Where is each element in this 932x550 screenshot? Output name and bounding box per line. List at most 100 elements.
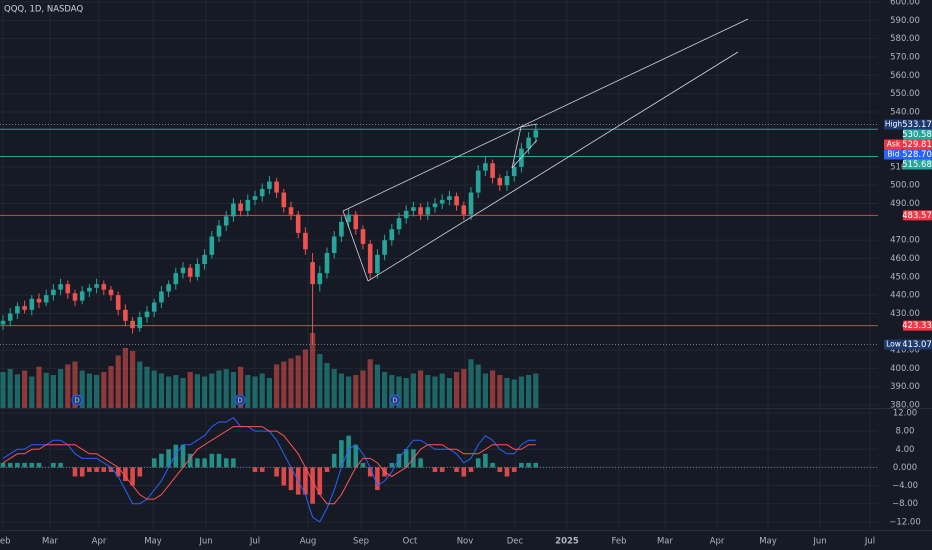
candle-body xyxy=(490,163,495,178)
volume-bar xyxy=(526,375,532,408)
volume-bar xyxy=(0,372,6,408)
macd-histogram-bar xyxy=(367,467,373,477)
candle-body xyxy=(231,203,236,217)
volume-bar xyxy=(461,369,467,408)
candle-body xyxy=(166,284,171,292)
macd-histogram-bar xyxy=(223,458,229,468)
volume-layer xyxy=(0,333,539,408)
candle-body xyxy=(252,196,258,200)
macd-histogram-bar xyxy=(310,467,315,504)
macd-histogram-bar xyxy=(130,467,135,486)
volume-bar xyxy=(288,358,294,408)
candle-body xyxy=(432,203,438,208)
volume-bar xyxy=(324,363,330,408)
event-label: D xyxy=(392,397,397,405)
macd-histogram-bar xyxy=(288,467,294,491)
macd-histogram-bar xyxy=(94,467,99,472)
volume-bar xyxy=(72,361,78,408)
macd-histogram-bar xyxy=(303,467,308,495)
price-tag-value: 515.68 xyxy=(902,160,932,170)
candle-body xyxy=(288,207,294,215)
candle-body xyxy=(58,284,63,290)
x-tick-label: Jun xyxy=(812,537,826,547)
macd-histogram-bar xyxy=(281,467,287,486)
candle-body xyxy=(7,313,13,321)
x-tick-label: May xyxy=(144,537,162,547)
volume-bar xyxy=(58,369,64,408)
candle-body xyxy=(454,196,459,206)
macd-histogram-bar xyxy=(375,467,380,491)
candle-body xyxy=(209,236,215,255)
macd-histogram-bar xyxy=(346,435,351,468)
volume-bar xyxy=(302,349,308,408)
y-tick-label: 500.00 xyxy=(890,181,920,191)
volume-bar xyxy=(353,375,359,408)
macd-histogram-bar xyxy=(454,467,459,472)
candle-body xyxy=(87,287,92,292)
candle-body xyxy=(526,137,531,149)
x-tick-label: 2025 xyxy=(555,537,579,547)
x-tick-label: Jul xyxy=(249,537,260,547)
y-tick-label: 380.00 xyxy=(890,401,920,411)
volume-bar xyxy=(108,366,114,408)
volume-bar xyxy=(403,378,409,408)
macd-histogram-bar xyxy=(209,453,215,468)
candle-body xyxy=(245,199,251,211)
y-tick-label: 460.00 xyxy=(890,254,920,264)
volume-bar xyxy=(432,376,438,408)
candle-body xyxy=(425,207,431,215)
candle-body xyxy=(43,295,49,303)
price-tag-value: 423.33 xyxy=(902,321,932,331)
x-tick-label: Feb xyxy=(611,537,626,547)
volume-bar xyxy=(446,378,452,408)
macd-histogram-bar xyxy=(418,458,423,468)
macd-histogram-bar xyxy=(36,462,42,468)
volume-bar xyxy=(418,370,424,408)
price-tag-name-box xyxy=(884,139,903,150)
macd-histogram-bar xyxy=(317,467,323,495)
macd-histogram-bar xyxy=(15,462,20,468)
x-tick-label: Aug xyxy=(300,537,317,547)
candle-body xyxy=(483,163,488,171)
macd-histogram-bar xyxy=(159,453,164,468)
candle-body xyxy=(137,317,143,329)
volume-bar xyxy=(180,378,186,408)
price-tag-value: 483.57 xyxy=(902,211,932,221)
candle-body xyxy=(403,210,409,219)
event-marker xyxy=(71,394,83,406)
macd-histogram-bar xyxy=(252,467,258,472)
candle-body xyxy=(144,311,150,318)
y-tick-label: 590.00 xyxy=(890,16,920,26)
macd-histogram-bar xyxy=(51,462,56,468)
candle-body xyxy=(238,203,243,211)
volume-bar xyxy=(490,370,496,408)
price-tag-value: 413.07 xyxy=(902,340,932,350)
candle-body xyxy=(324,253,330,274)
event-label: D xyxy=(74,397,79,405)
candle-body xyxy=(339,221,344,237)
macd-histogram-bar xyxy=(490,462,495,468)
macd-histogram-bar xyxy=(79,467,85,477)
macd-histogram-bar xyxy=(101,467,107,472)
event-label: D xyxy=(237,397,242,405)
candle-body xyxy=(65,284,71,294)
volume-bar xyxy=(209,373,215,408)
candle-body xyxy=(202,254,207,264)
price-tag-value: 529.81 xyxy=(902,140,932,150)
volume-bar xyxy=(252,376,258,408)
macd-histogram-bar xyxy=(511,467,517,472)
candle-body xyxy=(216,225,222,237)
candle-body xyxy=(504,176,510,186)
macd-histogram-bar xyxy=(0,462,6,468)
price-tag xyxy=(903,119,932,130)
volume-bar xyxy=(346,376,352,408)
candle-body xyxy=(475,170,481,193)
volume-bar xyxy=(389,375,395,408)
price-tag xyxy=(903,129,932,140)
y-tick-label: 550.00 xyxy=(890,89,920,99)
volume-bar xyxy=(144,366,150,408)
volume-bar xyxy=(317,354,323,408)
macd-layer xyxy=(0,416,878,523)
